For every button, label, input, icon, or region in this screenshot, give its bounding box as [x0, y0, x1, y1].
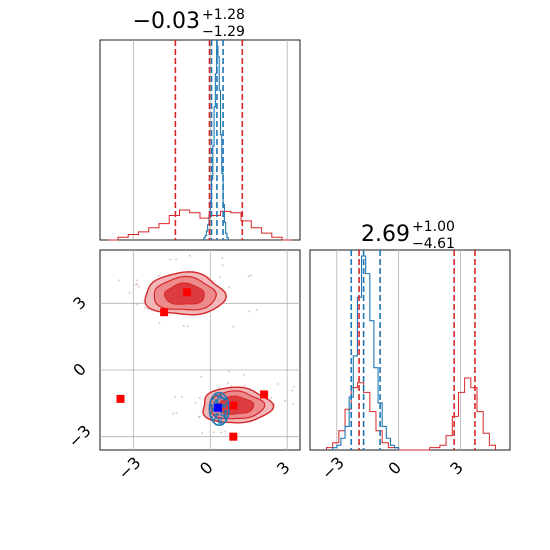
scatter-point-0-28 — [228, 286, 231, 289]
scatter-point-0-39 — [182, 325, 185, 328]
scatter-point-1-8 — [174, 395, 177, 398]
title-param1-upper: +1.28 — [202, 7, 245, 23]
scatter-point-0-5 — [169, 258, 172, 261]
posterior-point-9 — [212, 418, 216, 421]
scatter-point-0-11 — [255, 308, 258, 311]
scatter-point-1-38 — [198, 397, 201, 400]
scatter-point-0-29 — [158, 322, 161, 325]
scatter-point-0-37 — [232, 325, 235, 328]
scatter-point-1-29 — [292, 402, 295, 405]
scatter-point-1-28 — [194, 401, 197, 404]
scatter-point-1-14 — [201, 431, 204, 434]
title-param2-upper: +1.00 — [412, 219, 455, 235]
scatter-point-0-16 — [221, 256, 224, 259]
scatter-point-1-33 — [230, 385, 233, 388]
scatter-point-1-15 — [242, 373, 245, 376]
y-tick-param2-0: 3 — [69, 293, 90, 314]
hist-param2-posterior — [332, 255, 400, 450]
sample-marker-5 — [229, 432, 238, 441]
scatter-point-0-20 — [157, 274, 160, 277]
posterior-point-23 — [223, 405, 227, 409]
hist-param1-posterior — [203, 45, 229, 240]
scatter-point-0-36 — [175, 258, 178, 261]
posterior-point-55 — [219, 420, 223, 423]
hist-param1-frame — [99, 39, 301, 241]
posterior-point-12 — [214, 415, 218, 419]
x-tick-param2-1: 0 — [384, 458, 405, 479]
posterior-point-35 — [225, 402, 228, 406]
hist-param2-prior — [325, 377, 497, 451]
scatter-point-0-25 — [186, 325, 189, 328]
scatter-point-1-32 — [224, 430, 227, 433]
scatter-point-1-9 — [197, 416, 200, 419]
scatter-point-1-4 — [227, 370, 230, 373]
posterior-point-33 — [212, 401, 216, 404]
scatter-point-0-3 — [247, 275, 250, 278]
hist-param2-frame — [309, 249, 511, 451]
title-param1-lower: −1.29 — [202, 24, 245, 40]
sample-marker-1 — [160, 308, 169, 317]
scatter-point-0-24 — [146, 308, 149, 311]
scatter-point-0-19 — [221, 264, 224, 267]
posterior-point-48 — [219, 416, 223, 420]
scatter-point-1-1 — [217, 387, 220, 390]
scatter-point-1-13 — [220, 431, 223, 434]
posterior-point-57 — [222, 397, 226, 401]
scatter-frame — [99, 249, 301, 451]
scatter-point-0-33 — [137, 285, 140, 288]
posterior-point-58 — [224, 410, 228, 414]
sample-marker-2 — [116, 394, 125, 403]
scatter-point-1-21 — [226, 382, 229, 385]
x-tick-param1-1: 0 — [196, 458, 217, 479]
sample-marker-4 — [229, 401, 238, 410]
scatter-point-1-18 — [175, 411, 178, 414]
scatter-point-0-31 — [136, 283, 139, 286]
posterior-point-19 — [216, 413, 219, 417]
scatter-point-1-39 — [172, 412, 175, 415]
posterior-point-56 — [216, 395, 220, 399]
scatter-point-0-32 — [118, 279, 121, 282]
tick-labels: −3 −3 0 0 3 3 3 0 −3 — [65, 293, 467, 484]
posterior-point-27 — [213, 413, 217, 416]
title-param1-main: −0.03 — [133, 9, 200, 34]
y-tick-param2-1: 0 — [69, 359, 90, 380]
title-param2-lower: −4.61 — [412, 236, 455, 252]
posterior-point-54 — [224, 413, 227, 417]
x-tick-param1-2: 3 — [273, 458, 294, 479]
posterior-point-49 — [221, 403, 225, 407]
posterior-point-36 — [211, 404, 215, 408]
posterior-point-59 — [215, 399, 219, 403]
scatter-point-0-14 — [136, 279, 139, 282]
true-value-marker — [213, 403, 222, 412]
scatter-point-0-4 — [144, 306, 147, 309]
chart-marks — [107, 40, 497, 451]
scatter-point-0-22 — [188, 254, 191, 257]
scatter-point-0-21 — [249, 274, 252, 277]
posterior-point-44 — [217, 418, 220, 422]
scatter-point-1-3 — [212, 431, 215, 434]
scatter-point-1-7 — [293, 385, 296, 388]
posterior-contour — [208, 391, 230, 427]
scatter-point-1-30 — [180, 395, 183, 398]
scatter-point-0-12 — [218, 275, 221, 278]
x-tick-param2-2: 3 — [446, 458, 467, 479]
scatter-point-0-38 — [247, 310, 250, 313]
scatter-point-1-10 — [276, 383, 279, 386]
scatter-point-1-37 — [283, 399, 286, 402]
scatter-point-0-9 — [136, 303, 139, 306]
scatter-point-0-0 — [128, 291, 131, 294]
sample-marker-3 — [260, 390, 269, 399]
hist-param1-prior — [107, 209, 293, 241]
sample-marker-0 — [183, 288, 192, 297]
title-param2-main: 2.69 — [361, 222, 410, 247]
scatter-point-1-2 — [243, 384, 246, 387]
scatter-point-1-31 — [200, 375, 203, 378]
y-tick-param2-2: −3 — [65, 421, 95, 451]
posterior-point-28 — [219, 413, 223, 417]
x-tick-param1-0: −3 — [114, 453, 144, 483]
x-tick-param2-0: −3 — [318, 453, 348, 483]
scatter-point-1-34 — [291, 389, 294, 392]
scatter-point-1-22 — [269, 396, 272, 399]
